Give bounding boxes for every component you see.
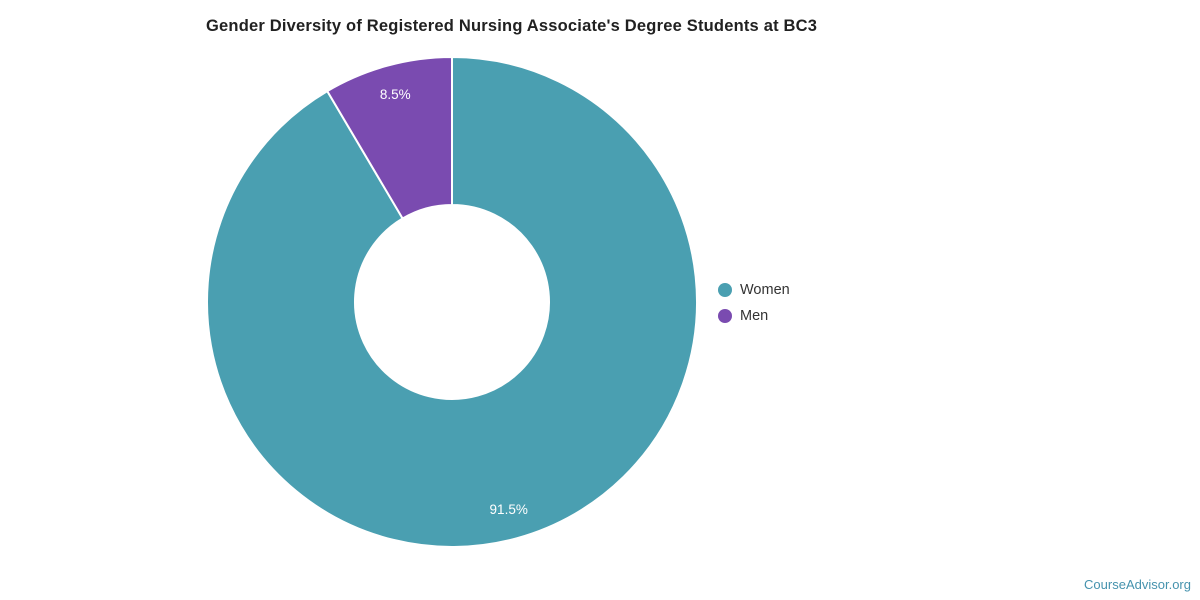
legend-item-women[interactable]: Women bbox=[718, 279, 790, 300]
donut-slices bbox=[206, 56, 698, 548]
legend-label-men: Men bbox=[740, 307, 769, 324]
courseadvisor-link[interactable]: CourseAdvisor.org bbox=[1084, 577, 1191, 592]
donut-slice-labels: 91.5% 8.5% bbox=[380, 87, 528, 517]
legend-label-women: Women bbox=[740, 281, 790, 298]
legend-marker-women bbox=[718, 282, 732, 297]
legend-item-men[interactable]: Men bbox=[718, 305, 790, 326]
chart-legend: Women Men bbox=[718, 279, 790, 326]
legend-marker-men bbox=[718, 308, 732, 323]
slice-label-women: 91.5% bbox=[490, 502, 528, 517]
slice-label-men: 8.5% bbox=[380, 87, 411, 102]
chart-title: Gender Diversity of Registered Nursing A… bbox=[206, 17, 818, 35]
donut-slice-men[interactable] bbox=[326, 56, 453, 220]
donut-slice-women[interactable] bbox=[206, 56, 698, 548]
